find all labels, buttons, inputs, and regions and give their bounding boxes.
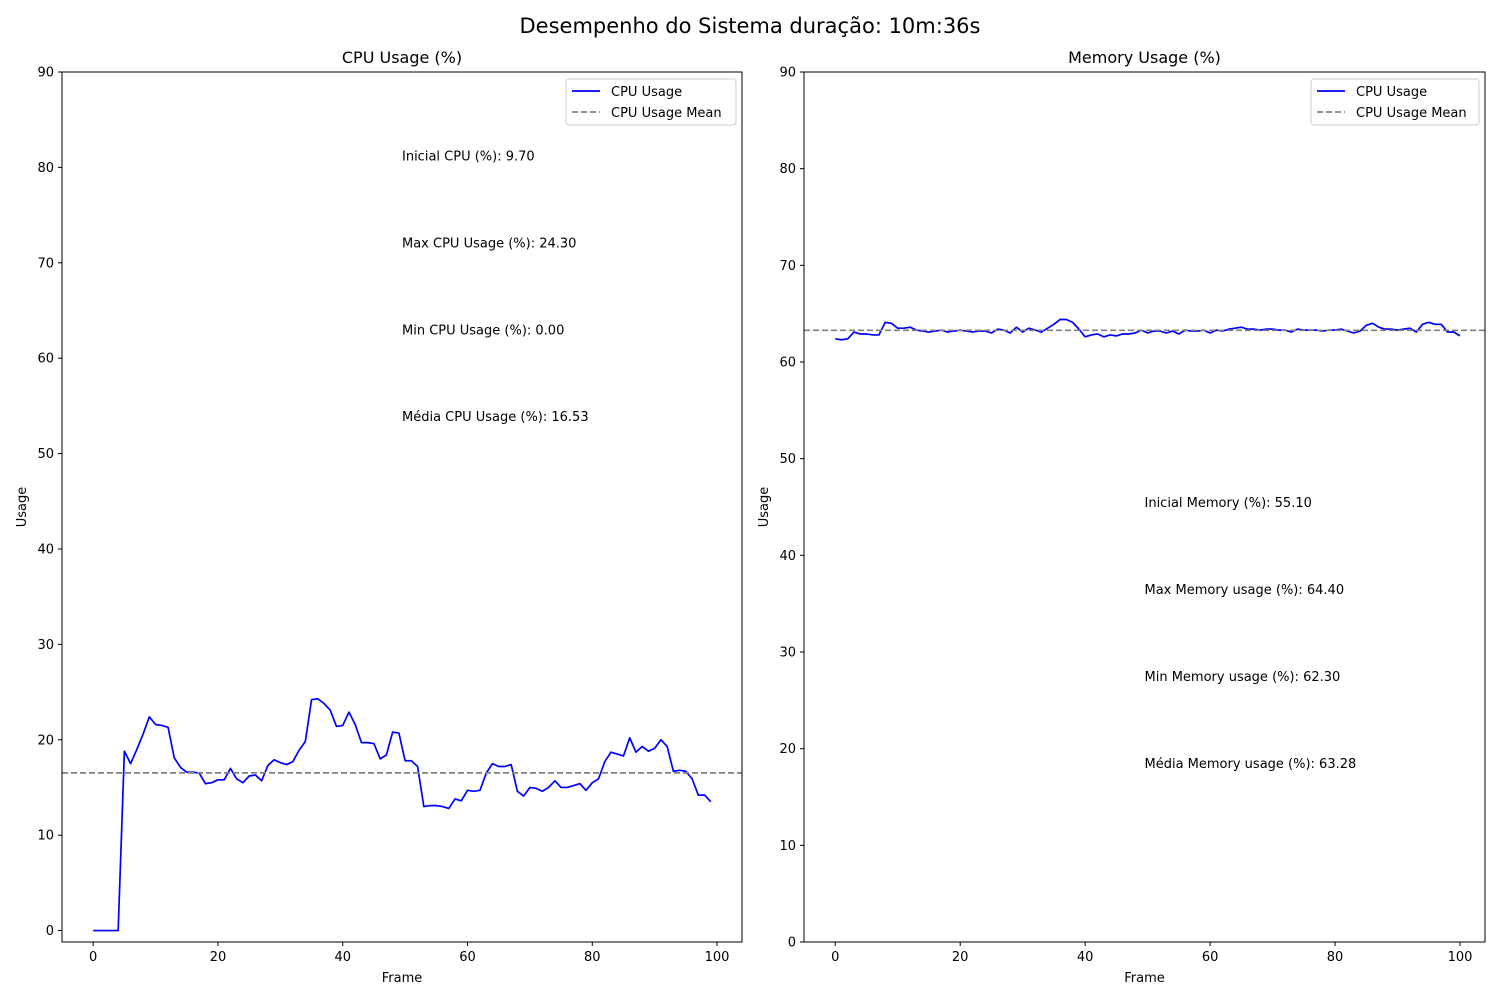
y-tick-label: 0 [46, 924, 54, 939]
plot-frame [61, 71, 743, 943]
y-tick-label: 70 [37, 256, 54, 271]
y-tick-label: 90 [37, 66, 54, 81]
y-tick-label: 10 [37, 829, 54, 844]
stat-annotation: Inicial CPU (%): 9.70 [402, 150, 535, 165]
x-tick-label: 0 [89, 950, 97, 965]
series-line-usage [93, 697, 712, 932]
stat-annotation: Min CPU Usage (%): 0.00 [402, 323, 564, 338]
figure-title: Desempenho do Sistema duração: 10m:36s [519, 14, 981, 38]
y-tick-label: 40 [37, 542, 54, 557]
x-tick-label: 100 [705, 950, 730, 965]
stat-annotation: Média CPU Usage (%): 16.53 [402, 410, 589, 425]
x-axis-label: Frame [382, 971, 423, 986]
y-tick-label: 80 [37, 161, 54, 176]
x-tick-label: 40 [334, 950, 351, 965]
legend-label-mean: CPU Usage Mean [611, 106, 722, 121]
y-axis-label: Usage [15, 487, 30, 528]
legend-box [565, 78, 737, 126]
x-tick-label: 80 [584, 950, 601, 965]
y-tick-label: 50 [37, 447, 54, 462]
x-tick-label: 60 [459, 950, 476, 965]
x-tick-label: 20 [210, 950, 227, 965]
y-tick-label: 20 [37, 733, 54, 748]
y-tick-label: 30 [37, 638, 54, 653]
chart-title: CPU Usage (%) [342, 48, 462, 67]
legend-label-usage: CPU Usage [611, 85, 682, 100]
y-tick-label: 60 [37, 352, 54, 367]
stat-annotation: Max CPU Usage (%): 24.30 [402, 237, 576, 252]
